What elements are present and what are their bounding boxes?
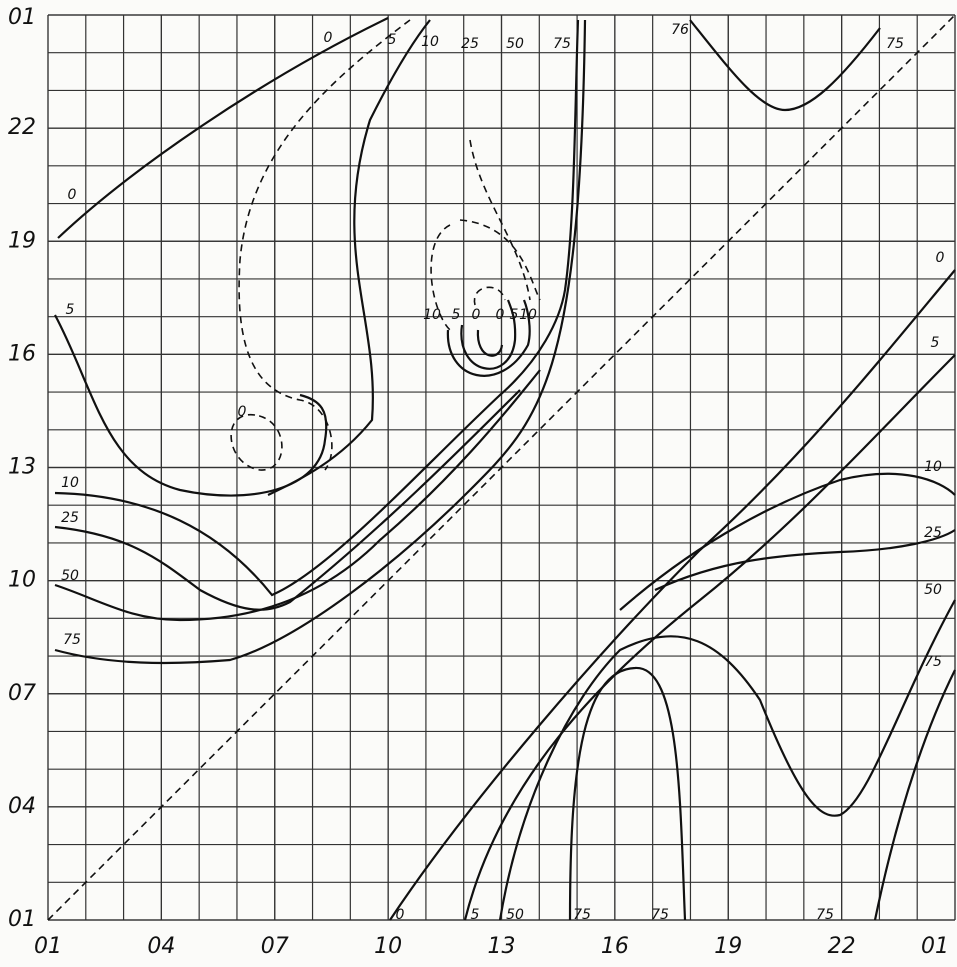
contour-label: 50 bbox=[61, 568, 79, 584]
contour-line bbox=[619, 472, 956, 611]
contour-line bbox=[498, 599, 956, 921]
contour-label: 75 bbox=[816, 907, 834, 923]
contour-label: 50 bbox=[506, 36, 524, 52]
contour-label: 5 bbox=[471, 907, 480, 923]
contour-line bbox=[54, 389, 521, 611]
x-tick-label: 01 bbox=[34, 934, 62, 959]
contour-label: 25 bbox=[924, 525, 942, 541]
y-tick-label: 16 bbox=[8, 341, 36, 366]
contour-line bbox=[476, 329, 504, 357]
contour-label: 76 bbox=[671, 22, 689, 38]
y-tick-label: 13 bbox=[8, 455, 36, 480]
contour-line bbox=[463, 354, 956, 921]
contour-label: 10 bbox=[61, 475, 79, 491]
contour-line bbox=[654, 529, 956, 591]
y-tick-label: 10 bbox=[8, 568, 36, 593]
x-tick-label: 22 bbox=[828, 934, 856, 959]
y-tick-label: 22 bbox=[8, 115, 36, 140]
contour-label: 10 bbox=[924, 459, 942, 475]
contour-label: 75 bbox=[924, 654, 942, 670]
contour-label: 75 bbox=[573, 907, 591, 923]
contour-label: 10 bbox=[421, 34, 439, 50]
contour-label: 50 bbox=[924, 582, 942, 598]
x-tick-label: 04 bbox=[147, 934, 175, 959]
y-tick-label: 19 bbox=[8, 228, 36, 253]
x-tick-label: 10 bbox=[374, 934, 402, 959]
contour-line bbox=[568, 666, 687, 921]
contour-label: 0 bbox=[396, 907, 405, 923]
contour-label: 0 bbox=[936, 250, 945, 266]
x-tick-label: 16 bbox=[601, 934, 629, 959]
contour-label: 5 bbox=[931, 335, 940, 351]
contour-label: 5 bbox=[66, 302, 75, 318]
contour-label: 75 bbox=[553, 36, 571, 52]
contour-label: 0 bbox=[238, 404, 247, 420]
contour-label: 25 bbox=[461, 36, 479, 52]
x-tick-label: 07 bbox=[261, 934, 289, 959]
x-tick-label: 13 bbox=[488, 934, 516, 959]
contour-line bbox=[54, 19, 587, 665]
contour-label: 75 bbox=[651, 907, 669, 923]
contour-line bbox=[689, 19, 881, 112]
contour-label: 0 bbox=[324, 30, 333, 46]
y-tick-label: 01 bbox=[8, 5, 36, 30]
contour-line bbox=[446, 299, 531, 377]
contour-label: 0 bbox=[68, 187, 77, 203]
x-tick-label: 19 bbox=[714, 934, 742, 959]
contour-label: 25 bbox=[61, 510, 79, 526]
contour-label: 5 bbox=[388, 32, 397, 48]
contour-line bbox=[54, 369, 541, 622]
contour-label: 5 bbox=[510, 307, 519, 323]
contour-label: 5 bbox=[452, 307, 461, 323]
y-tick-label: 01 bbox=[8, 907, 36, 932]
contour-line bbox=[267, 19, 431, 496]
contours bbox=[47, 14, 956, 921]
contour-line bbox=[57, 17, 389, 239]
contour-label: 75 bbox=[63, 632, 81, 648]
contour-label: 0 bbox=[472, 307, 481, 323]
contour-dashed bbox=[230, 414, 283, 471]
contour-line bbox=[460, 299, 517, 370]
contour-line bbox=[389, 269, 956, 921]
contour-label: 50 bbox=[506, 907, 524, 923]
contour-dashed bbox=[238, 19, 411, 471]
contour-label: 10 bbox=[519, 307, 537, 323]
contour-dashed bbox=[473, 286, 506, 306]
contour-label: 10 bbox=[423, 307, 441, 323]
contour-label: 75 bbox=[886, 36, 904, 52]
contour-line bbox=[873, 669, 956, 921]
y-tick-label: 07 bbox=[8, 681, 36, 706]
contour-label: 0 bbox=[496, 307, 505, 323]
contour-line bbox=[54, 314, 328, 497]
y-tick-label: 04 bbox=[8, 794, 36, 819]
grid bbox=[47, 14, 956, 921]
contour-line bbox=[54, 19, 580, 597]
diagonal bbox=[47, 14, 956, 921]
x-tick-label: 01 bbox=[921, 934, 949, 959]
contour-dashed bbox=[430, 139, 541, 331]
